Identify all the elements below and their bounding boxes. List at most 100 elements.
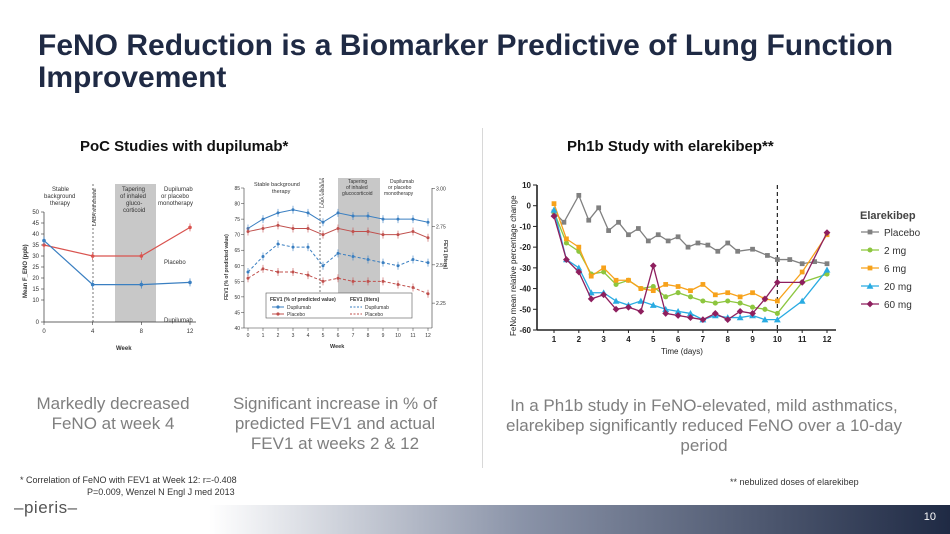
fev1-point [291, 245, 295, 249]
phase-stable-1: Stable [52, 187, 70, 193]
ela-point [798, 297, 806, 304]
ela-xtick-label: 9 [750, 335, 755, 344]
ela-legend-label: 20 mg [884, 282, 912, 293]
ela-point [601, 269, 607, 275]
fev1-legend-dupi-marker [276, 305, 280, 309]
fev1-xtick-label: 9 [382, 333, 385, 339]
feno-point [90, 282, 95, 287]
fev1-point [396, 282, 400, 286]
fev1-legend-dupi-2: Dupilumab [365, 305, 389, 311]
ela-ytick-label: 0 [527, 202, 532, 211]
feno-xtick-label: 4 [91, 329, 95, 335]
feno-xtick-label: 8 [140, 329, 144, 335]
fev1-point [306, 211, 310, 215]
feno-xtick-label: 12 [187, 329, 194, 335]
ela-legend-marker [866, 282, 874, 289]
fev1-phase-mono-3: monotherapy [384, 191, 414, 197]
feno-xtick-label: 0 [42, 329, 46, 335]
ela-point [626, 232, 631, 238]
fev1-legend: FEV1 (% of predicted value) FEV1 (liters… [265, 292, 413, 319]
fev1-xtick-label: 6 [337, 333, 340, 339]
fev1-phase-mono: Dupilumab or placebo monotherapy [384, 179, 415, 197]
ela-point [823, 266, 831, 273]
phase-label-laba: LABA withdrawal [92, 188, 98, 226]
ela-point [637, 307, 645, 315]
feno-line-dupilumab [43, 240, 191, 286]
ela-xtick-label: 10 [773, 335, 782, 344]
phase-label-mono: Dupilumab or placebo monotherapy [158, 187, 194, 207]
fev1-ytick-label: 50 [234, 295, 240, 301]
ela-point [712, 300, 718, 306]
feno-point [42, 238, 46, 243]
ela-point [663, 294, 669, 300]
ela-point [774, 298, 780, 304]
ela-point [675, 284, 681, 289]
feno-ytick-label: 40 [32, 232, 39, 238]
feno-ytick-label: 50 [32, 210, 39, 216]
ela-point [575, 264, 583, 271]
ela-ytick-label: -60 [519, 326, 531, 335]
ela-point [575, 268, 583, 276]
fev1-point [426, 261, 430, 265]
ela-point [613, 277, 619, 283]
ela-point [576, 244, 582, 250]
ela-point [663, 282, 669, 287]
ela-point [588, 273, 594, 279]
logo-dash-left: – [14, 498, 24, 517]
ela-ytick-label: 10 [522, 181, 531, 190]
ela-point [700, 298, 706, 304]
ela-point [563, 256, 570, 263]
ela-point [824, 271, 830, 277]
fev1-xtick-label: 12 [425, 333, 431, 339]
ela-point [725, 240, 731, 246]
ela-point [576, 192, 582, 198]
fev1-point [306, 226, 310, 230]
ela-point [749, 310, 756, 317]
ela-xtick-label: 3 [601, 335, 606, 344]
fev1-ytick-label: 55 [234, 279, 240, 285]
ela-point [799, 261, 805, 267]
ela-legend-label: 2 mg [884, 246, 906, 257]
phase-taper-2: of inhaled [120, 194, 146, 200]
ela-point [649, 301, 657, 308]
ela-point [612, 297, 620, 304]
fev1-phase-stable-1: Stable background [254, 182, 300, 188]
fev1-point [246, 270, 250, 274]
ela-point [688, 288, 693, 294]
ela-point [662, 310, 670, 317]
fev1-point [276, 211, 280, 215]
ela-point [675, 234, 681, 240]
ela-point [712, 292, 718, 298]
ela-xtick-label: 7 [701, 335, 706, 344]
fev1-point [381, 233, 385, 237]
ela-point [637, 297, 645, 304]
fev1-ytick-label: 45 [234, 310, 240, 316]
column-divider [482, 128, 483, 468]
footer-gradient [0, 505, 950, 534]
fev1-point [321, 264, 325, 268]
fev1-point [336, 276, 340, 280]
ela-xtick-label: 5 [651, 335, 656, 344]
ela-ytick-label: -20 [519, 243, 531, 252]
fev1-point [306, 273, 310, 277]
feno-point [42, 243, 46, 247]
ela-point [625, 303, 632, 311]
page-number: 10 [923, 511, 936, 523]
fev1-point [426, 292, 430, 296]
phase-taper-3: gluco- [126, 201, 142, 207]
right-heading: Ph1b Study with elarekibep** [567, 138, 774, 155]
ela-ylabel: FeNo mean relative percentage change [509, 195, 518, 336]
fev1-xtick-label: 2 [277, 333, 280, 339]
ela-point [762, 306, 768, 312]
ela-point [765, 253, 770, 258]
fev1-point [426, 220, 430, 224]
feno-point [139, 254, 144, 258]
ela-point [695, 240, 701, 246]
pieris-logo: –pieris– [14, 498, 78, 518]
ela-point [645, 238, 651, 244]
dupilumab-feno-chart: Stable background therapy LABA withdrawa… [23, 184, 196, 352]
ela-point [613, 281, 619, 287]
fev1-point [321, 233, 325, 237]
ela-ytick-label: -50 [519, 305, 531, 314]
